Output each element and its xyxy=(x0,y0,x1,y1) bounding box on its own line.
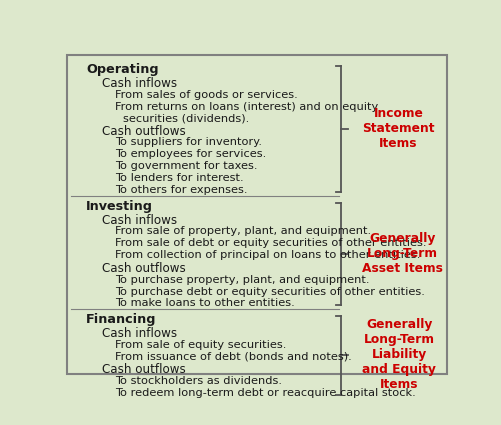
Text: Cash outflows: Cash outflows xyxy=(102,363,185,377)
Text: From issuance of debt (bonds and notes).: From issuance of debt (bonds and notes). xyxy=(115,351,351,362)
Text: To employees for services.: To employees for services. xyxy=(115,149,266,159)
Text: Cash inflows: Cash inflows xyxy=(102,77,176,90)
Text: To others for expenses.: To others for expenses. xyxy=(115,185,247,195)
Text: To redeem long-term debt or reacquire capital stock.: To redeem long-term debt or reacquire ca… xyxy=(115,388,415,398)
Text: From sale of debt or equity securities of other entities.: From sale of debt or equity securities o… xyxy=(115,238,426,248)
Text: To purchase property, plant, and equipment.: To purchase property, plant, and equipme… xyxy=(115,275,369,285)
Text: To make loans to other entities.: To make loans to other entities. xyxy=(115,298,295,309)
Text: Financing: Financing xyxy=(86,314,156,326)
Text: Income
Statement
Items: Income Statement Items xyxy=(362,107,434,150)
Text: Operating: Operating xyxy=(86,63,158,76)
Text: Generally
Long-Term
Liability
and Equity
Items: Generally Long-Term Liability and Equity… xyxy=(362,318,435,391)
Text: To suppliers for inventory.: To suppliers for inventory. xyxy=(115,137,262,147)
Text: From sales of goods or services.: From sales of goods or services. xyxy=(115,90,298,99)
Text: Cash outflows: Cash outflows xyxy=(102,125,185,138)
Text: To lenders for interest.: To lenders for interest. xyxy=(115,173,243,183)
Text: To government for taxes.: To government for taxes. xyxy=(115,162,257,171)
Text: From collection of principal on loans to other entities.: From collection of principal on loans to… xyxy=(115,250,420,260)
FancyBboxPatch shape xyxy=(67,55,446,374)
Text: Cash inflows: Cash inflows xyxy=(102,327,176,340)
Text: securities (dividends).: securities (dividends). xyxy=(123,113,249,124)
Text: Cash outflows: Cash outflows xyxy=(102,262,185,275)
Text: From returns on loans (interest) and on equity: From returns on loans (interest) and on … xyxy=(115,102,378,111)
Text: To purchase debt or equity securities of other entities.: To purchase debt or equity securities of… xyxy=(115,286,424,297)
Text: To stockholders as dividends.: To stockholders as dividends. xyxy=(115,376,282,386)
Text: Generally
Long-Term
Asset Items: Generally Long-Term Asset Items xyxy=(362,232,442,275)
Text: From sale of property, plant, and equipment.: From sale of property, plant, and equipm… xyxy=(115,226,371,236)
Text: Investing: Investing xyxy=(86,200,153,213)
Text: Cash inflows: Cash inflows xyxy=(102,214,176,227)
Text: From sale of equity securities.: From sale of equity securities. xyxy=(115,340,286,350)
